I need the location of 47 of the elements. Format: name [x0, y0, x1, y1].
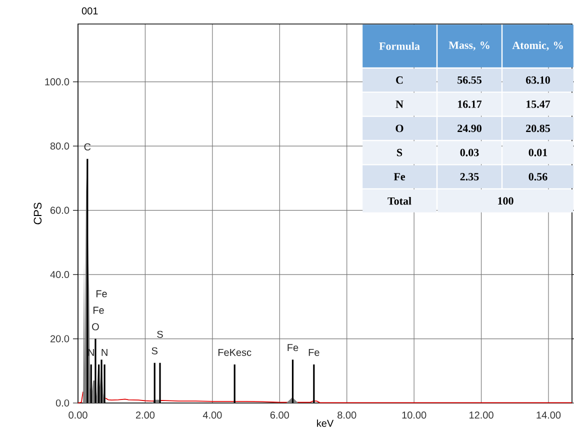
x-tick-label: 10.00	[402, 412, 426, 419]
y-tick-label: 0.0	[56, 399, 70, 407]
y-tick-label: 80.0	[50, 142, 70, 150]
annotation: S	[397, 148, 402, 156]
annotation: C	[396, 76, 403, 84]
x-axis-title: keV	[317, 419, 334, 427]
annotation: Formula	[379, 42, 420, 50]
x-tick-label: 2.00	[136, 412, 155, 419]
x-tick-label: 14.00	[536, 412, 561, 419]
annotation: 0.03	[460, 148, 479, 156]
annotation: Mass, %	[448, 41, 490, 51]
annotation: Fe	[288, 344, 298, 352]
annotation: 100	[498, 197, 514, 205]
annotation: Fe	[93, 306, 104, 314]
annotation: 2.35	[460, 173, 479, 180]
annotation: 0.01	[528, 148, 548, 156]
x-tick-label: 0.00	[68, 412, 88, 419]
annotation: 63.10	[526, 76, 550, 84]
annotation: 16.17	[458, 100, 482, 108]
y-tick-label: 100.0	[45, 78, 70, 86]
annotation: Total	[388, 197, 412, 205]
annotation: 0.56	[528, 173, 548, 180]
annotation: S	[152, 347, 158, 354]
x-tick-label: 12.00	[470, 412, 494, 419]
annotation: Fe	[96, 290, 107, 298]
annotation: FeKesc	[218, 348, 252, 356]
y-tick-label: 20.0	[50, 335, 70, 342]
x-tick-label: 8.00	[338, 412, 356, 419]
annotation: C	[84, 143, 91, 150]
annotation: Atomic, %	[512, 41, 563, 51]
chart-title: 001	[82, 7, 98, 14]
annotation: Fe	[308, 348, 320, 356]
annotation: 56.55	[458, 76, 482, 84]
y-axis-title: CPS	[34, 202, 42, 224]
annotation: O	[396, 124, 404, 132]
annotation: S	[157, 330, 163, 338]
annotation: N	[396, 100, 404, 108]
y-tick-label: 40.0	[50, 270, 70, 278]
annotation: 15.47	[526, 100, 550, 108]
annotation: 20.85	[526, 124, 550, 132]
y-tick-label: 60.0	[50, 206, 70, 214]
annotation: 24.90	[458, 124, 482, 132]
annotation: N	[102, 349, 108, 356]
annotation: O	[92, 323, 99, 330]
x-tick-label: 6.00	[270, 412, 289, 419]
x-tick-label: 4.00	[202, 412, 222, 419]
annotation: Fe	[394, 173, 406, 180]
